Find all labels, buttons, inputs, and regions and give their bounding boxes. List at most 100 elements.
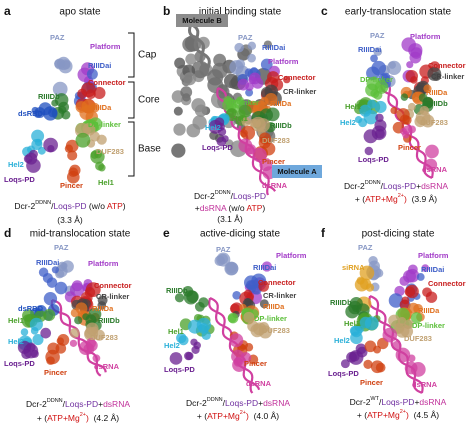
domain-label: dsRNA — [412, 380, 438, 389]
domain-blob — [86, 68, 98, 80]
caption-part: + — [258, 398, 263, 408]
domain-blob — [404, 361, 418, 375]
domain-blob — [243, 311, 255, 323]
domain-blob — [399, 299, 410, 310]
domain-blob — [229, 333, 244, 348]
caption-part: ATP+Mg — [365, 194, 398, 204]
domain-label: RIIIDb — [330, 298, 352, 307]
caption-part: 2+ — [398, 193, 404, 199]
panel-title: mid-translocation state — [30, 229, 131, 240]
domain-blob — [364, 146, 374, 156]
domain-blob — [423, 84, 432, 93]
caption-part: Dcr-2 — [350, 397, 371, 407]
domain-blob — [416, 273, 425, 281]
domain-blob — [265, 107, 280, 122]
molecule-b-blob — [223, 73, 239, 89]
domain-blob — [185, 351, 194, 361]
domain-label: Connector — [428, 279, 466, 288]
domain-blob — [244, 343, 254, 352]
domain-label: CR-linker — [96, 292, 129, 301]
domain-blob — [400, 93, 409, 101]
caption-part: 2+ — [400, 409, 406, 415]
caption-part: dsRNA — [200, 203, 227, 213]
domain-label: DP-linker — [360, 75, 393, 84]
domain-label: Hel2 — [164, 341, 180, 350]
domain-blob — [38, 267, 49, 278]
caption-part: dsRNA — [263, 398, 290, 408]
domain-label: RIIIDa — [90, 103, 112, 112]
molecule-b-blob — [182, 93, 191, 102]
domain-label: RIIIDai — [421, 265, 444, 274]
panel-letter: f — [321, 226, 326, 240]
caption-part: (3.9 Å) — [407, 194, 437, 204]
domain-blob — [52, 81, 68, 97]
domain-blob — [363, 359, 373, 370]
domain-label: Loqs-PD — [328, 369, 359, 378]
domain-blob — [408, 125, 416, 134]
caption-part: 2+ — [240, 410, 246, 416]
domain-blob — [69, 327, 80, 338]
domain-blob — [224, 261, 239, 276]
molecule-b-blob — [173, 123, 186, 136]
domain-label: Connector — [94, 281, 132, 290]
domain-blob — [169, 352, 183, 365]
domain-label: Platform — [410, 32, 441, 41]
domain-label: dsRBD — [18, 304, 44, 313]
domain-blob — [227, 313, 237, 323]
caption-part: Loqs-PD — [65, 399, 98, 409]
domain-blob — [241, 117, 251, 127]
caption-part: (4.5 Å) — [409, 410, 439, 420]
domain-blob — [407, 354, 416, 363]
caption-part: (4.2 Å) — [89, 413, 119, 423]
domain-blob — [232, 291, 241, 300]
domain-blob — [97, 295, 108, 306]
caption-part: Loqs-PD — [225, 398, 258, 408]
domain-blob — [258, 322, 270, 333]
caption: Dcr-2DDNN/Loqs-PD+dsRNA — [344, 180, 448, 191]
domain-label: DUF283 — [262, 136, 290, 145]
domain-blob — [422, 97, 434, 109]
domain-label: Pincer — [398, 143, 421, 152]
domain-label: DUF283 — [90, 333, 118, 342]
caption-part: Dcr-2 — [186, 398, 207, 408]
domain-label: RIIIDa — [418, 306, 440, 315]
domain-blob — [419, 105, 430, 116]
domain-label: RIIIDai — [262, 43, 285, 52]
domain-label: PAZ — [216, 245, 231, 254]
domain-blob — [67, 150, 78, 161]
domain-label: RIIIDb — [98, 316, 120, 325]
domain-label: RIIIDai — [358, 45, 381, 54]
caption-part: DDNN — [35, 200, 51, 206]
domain-blob — [267, 71, 280, 84]
domain-blob — [240, 125, 256, 141]
domain-blob — [98, 164, 106, 172]
panel-letter: e — [163, 226, 170, 240]
domain-blob — [258, 281, 270, 292]
domain-blob — [349, 351, 360, 362]
caption: +dsRNA (w/o ATP) — [195, 203, 266, 213]
domain-label: PAZ — [50, 33, 65, 42]
domain-label: Platform — [276, 251, 307, 260]
caption-part: + — [98, 399, 103, 409]
domain-label: Pincer — [244, 359, 267, 368]
domain-blob — [359, 104, 372, 117]
molecule-b-blob — [207, 77, 224, 94]
caption-part: ATP+Mg — [47, 413, 80, 423]
domain-blob — [410, 47, 423, 59]
domain-blob — [378, 84, 386, 93]
caption-part: / — [381, 181, 384, 191]
domain-blob — [422, 287, 432, 298]
caption-part: (4.0 Å) — [249, 411, 279, 421]
molecule-b-blob — [173, 106, 183, 116]
domain-blob — [382, 327, 398, 343]
domain-blob — [407, 102, 416, 111]
domain-label: PAZ — [238, 33, 253, 42]
bracket-label: Base — [138, 144, 161, 155]
domain-blob — [259, 299, 269, 309]
domain-blob — [81, 99, 96, 114]
domain-blob — [375, 113, 384, 123]
domain-blob — [34, 138, 43, 147]
domain-label: DUF283 — [420, 118, 448, 127]
molecule-b-blob — [211, 62, 228, 79]
